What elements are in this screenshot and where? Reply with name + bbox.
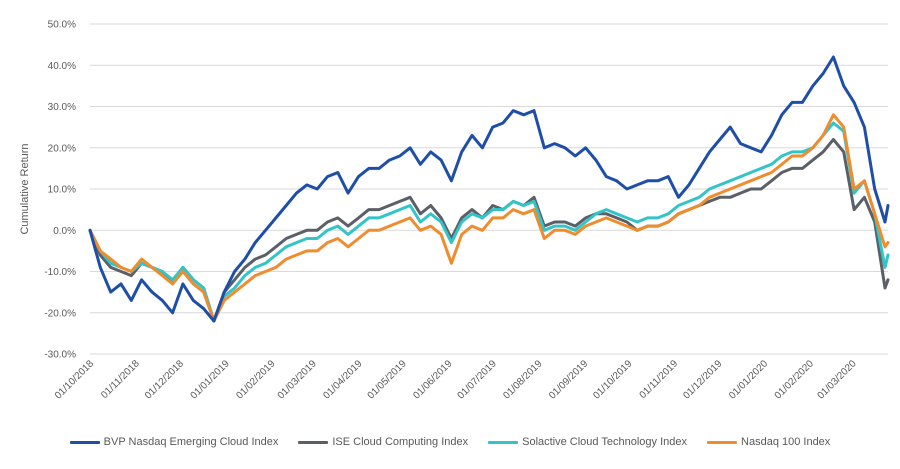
- x-tick-label: 01/11/2018: [99, 358, 142, 401]
- legend-label: ISE Cloud Computing Index: [332, 436, 469, 448]
- x-tick-label: 01/07/2019: [456, 358, 499, 401]
- x-tick-label: 01/01/2020: [727, 358, 770, 401]
- x-tick-label: 01/05/2019: [366, 358, 409, 401]
- legend-item: BVP Nasdaq Emerging Cloud Index: [69, 436, 279, 448]
- y-tick-label: 0.0%: [53, 226, 76, 237]
- x-tick-label: 01/04/2019: [321, 358, 364, 401]
- y-tick-label: 10.0%: [48, 185, 76, 196]
- x-tick-label: 01/10/2018: [53, 358, 96, 401]
- x-tick-label: 01/02/2020: [773, 358, 816, 401]
- legend-swatch: [298, 440, 329, 444]
- x-tick-label: 01/01/2019: [189, 358, 232, 401]
- x-tick-label: 01/03/2020: [816, 358, 859, 401]
- x-tick-label: 01/11/2019: [638, 358, 681, 401]
- x-tick-label: 01/02/2019: [234, 358, 277, 401]
- y-tick-label: 30.0%: [48, 102, 76, 113]
- series-lines: [88, 55, 890, 323]
- y-tick-label: -30.0%: [44, 350, 76, 361]
- series-line-4: [88, 113, 890, 323]
- x-tick-label: 01/12/2019: [681, 358, 724, 401]
- y-axis-title: Cumulative Return: [19, 143, 31, 234]
- legend-label: BVP Nasdaq Emerging Cloud Index: [103, 436, 279, 448]
- legend-item: Solactive Cloud Technology Index: [488, 436, 687, 448]
- y-tick-label: 50.0%: [48, 20, 76, 31]
- legend-item: Nasdaq 100 Index: [707, 436, 830, 448]
- x-tick-label: 01/09/2019: [547, 358, 590, 401]
- legend-item: ISE Cloud Computing Index: [298, 436, 468, 448]
- legend-label: Nasdaq 100 Index: [741, 436, 831, 448]
- x-tick-label: 01/10/2019: [591, 358, 634, 401]
- y-tick-label: -10.0%: [44, 267, 76, 278]
- legend-label: Solactive Cloud Technology Index: [522, 436, 688, 448]
- x-axis-ticks: 01/10/2018 01/11/2018 01/12/2018 01/01/2019…: [53, 358, 859, 401]
- legend-swatch: [69, 440, 100, 444]
- series-line-1: [88, 55, 890, 323]
- y-tick-label: -20.0%: [44, 308, 76, 319]
- grid-lines: [90, 23, 888, 355]
- y-tick-label: 40.0%: [48, 61, 76, 72]
- x-tick-label: 01/12/2018: [143, 358, 186, 401]
- x-tick-label: 01/08/2019: [501, 358, 544, 401]
- legend-swatch: [488, 440, 519, 444]
- x-tick-label: 01/03/2019: [276, 358, 319, 401]
- chart-legend: BVP Nasdaq Emerging Cloud Index ISE Cloud…: [0, 432, 900, 452]
- y-axis-ticks: -30.0% -20.0% -10.0% 0.0% 10.0% 20.0% 30.0% 40.…: [44, 20, 76, 361]
- legend-swatch: [707, 440, 738, 444]
- x-tick-label: 01/06/2019: [411, 358, 454, 401]
- y-tick-label: 20.0%: [48, 143, 76, 154]
